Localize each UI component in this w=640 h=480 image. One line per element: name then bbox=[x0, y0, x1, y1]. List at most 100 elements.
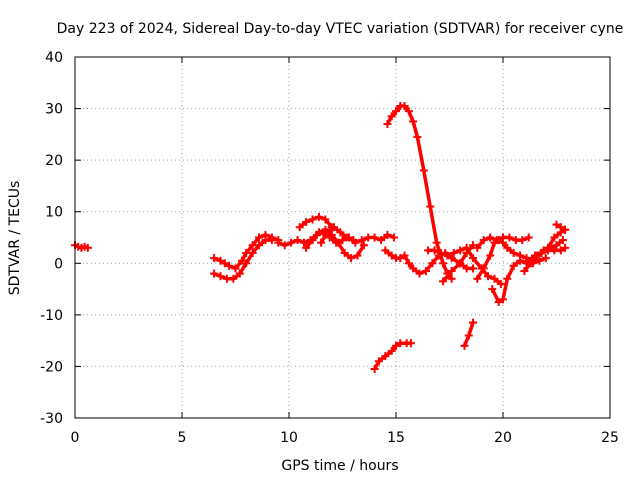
data-point bbox=[469, 254, 478, 263]
data-point bbox=[409, 264, 418, 273]
data-point bbox=[432, 238, 441, 247]
data-point bbox=[503, 243, 512, 252]
data-point bbox=[237, 256, 246, 265]
data-point bbox=[255, 241, 264, 250]
y-tick-label: 20 bbox=[45, 153, 63, 169]
x-axis-label: GPS time / hours bbox=[281, 458, 398, 474]
x-tick-label: 20 bbox=[494, 430, 512, 446]
data-point bbox=[541, 254, 550, 263]
data-point bbox=[336, 228, 345, 237]
data-point bbox=[334, 238, 343, 247]
data-point bbox=[392, 341, 400, 350]
x-tick-label: 25 bbox=[601, 430, 619, 446]
data-point bbox=[473, 243, 482, 252]
data-point bbox=[439, 259, 448, 268]
data-point bbox=[505, 233, 514, 242]
data-point bbox=[469, 264, 478, 273]
data-point bbox=[409, 117, 418, 126]
data-series-arc-19 bbox=[372, 341, 413, 371]
data-point bbox=[377, 236, 386, 245]
y-tick-label: 30 bbox=[45, 102, 63, 118]
data-point bbox=[537, 248, 546, 257]
data-point bbox=[456, 246, 465, 255]
data-point bbox=[235, 269, 244, 278]
data-point bbox=[353, 251, 362, 260]
data-point bbox=[299, 238, 308, 247]
data-point bbox=[494, 236, 503, 245]
data-point bbox=[469, 318, 478, 327]
y-tick-label: -30 bbox=[40, 411, 63, 427]
data-point bbox=[255, 233, 264, 242]
data-point bbox=[308, 215, 317, 224]
data-point bbox=[447, 267, 456, 276]
data-point bbox=[516, 256, 525, 265]
data-point bbox=[488, 285, 497, 294]
data-point bbox=[323, 228, 332, 237]
data-point bbox=[419, 166, 428, 175]
data-series-arc-3 bbox=[212, 238, 274, 281]
x-tick-label: 5 bbox=[178, 430, 187, 446]
data-point bbox=[509, 261, 518, 270]
data-point bbox=[499, 295, 507, 304]
data-point bbox=[381, 246, 390, 255]
data-point bbox=[392, 107, 400, 116]
data-point bbox=[83, 243, 92, 252]
data-point bbox=[552, 220, 561, 229]
data-point bbox=[421, 267, 430, 276]
data-point bbox=[484, 272, 493, 281]
data-point bbox=[321, 215, 330, 224]
data-point bbox=[370, 233, 379, 242]
data-point bbox=[456, 259, 465, 268]
data-point bbox=[490, 274, 499, 283]
data-point bbox=[531, 251, 540, 260]
data-point bbox=[216, 256, 225, 265]
data-point bbox=[430, 246, 439, 255]
data-point bbox=[400, 101, 409, 110]
data-point bbox=[556, 246, 565, 255]
data-point bbox=[302, 243, 311, 252]
data-point bbox=[293, 236, 302, 245]
data-point bbox=[462, 248, 471, 257]
data-point bbox=[486, 233, 495, 242]
y-tick-label: -10 bbox=[40, 308, 63, 324]
data-point bbox=[524, 256, 533, 265]
data-point bbox=[479, 264, 488, 273]
data-point bbox=[274, 238, 283, 247]
data-point bbox=[314, 228, 323, 237]
series-layer bbox=[71, 101, 570, 374]
data-point bbox=[349, 236, 358, 245]
x-tick-label: 0 bbox=[71, 430, 80, 446]
data-point bbox=[449, 248, 458, 257]
x-tick-label: 15 bbox=[387, 430, 405, 446]
data-point bbox=[229, 274, 238, 283]
data-point bbox=[340, 248, 349, 257]
data-point bbox=[216, 272, 225, 281]
data-point bbox=[499, 238, 507, 247]
data-point bbox=[383, 230, 392, 239]
data-point bbox=[520, 267, 529, 276]
data-point bbox=[248, 248, 257, 257]
data-point bbox=[387, 112, 396, 121]
data-point bbox=[302, 218, 311, 227]
x-tick-label: 10 bbox=[280, 430, 298, 446]
data-point bbox=[469, 241, 478, 250]
data-point bbox=[280, 241, 289, 250]
data-point bbox=[509, 248, 518, 257]
data-point bbox=[400, 251, 409, 260]
data-point bbox=[295, 223, 304, 232]
data-point bbox=[550, 233, 559, 242]
data-point bbox=[518, 236, 527, 245]
data-point bbox=[267, 236, 276, 245]
y-tick-label: 10 bbox=[45, 205, 63, 221]
data-point bbox=[473, 274, 482, 283]
data-point bbox=[308, 236, 317, 245]
y-tick-label: 40 bbox=[45, 50, 63, 66]
data-series-arc-6 bbox=[304, 228, 366, 260]
data-point bbox=[486, 251, 495, 260]
data-point bbox=[558, 236, 567, 245]
data-point bbox=[210, 254, 219, 263]
data-series-arc-14 bbox=[490, 256, 548, 304]
data-point bbox=[413, 132, 422, 141]
data-point bbox=[220, 259, 229, 268]
